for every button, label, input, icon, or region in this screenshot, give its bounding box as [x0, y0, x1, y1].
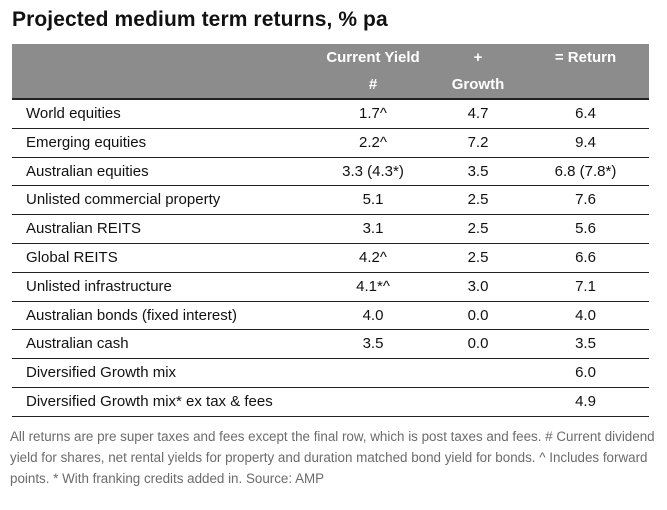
row-growth: 3.5	[467, 162, 489, 180]
table-header: Current Yield # + Growth = Return	[12, 44, 649, 100]
table-row: Australian REITS 3.1 2.5 5.6	[12, 215, 649, 244]
header-yield-line1: Current Yield	[326, 49, 420, 66]
row-growth: 2.5	[467, 248, 489, 266]
table-row: Unlisted infrastructure 4.1*^ 3.0 7.1	[12, 273, 649, 302]
footnote: All returns are pre super taxes and fees…	[10, 429, 655, 486]
table-row: Diversified Growth mix 6.0	[12, 359, 649, 388]
row-growth: 0.0	[467, 335, 489, 353]
row-return: 9.4	[575, 133, 596, 151]
header-growth-line2: Growth	[451, 76, 505, 93]
table-row: Diversified Growth mix* ex tax & fees 4.9	[12, 388, 649, 417]
row-yield: 4.1*^	[356, 277, 390, 295]
row-return: 5.6	[575, 220, 596, 238]
row-yield: 4.2^	[359, 248, 387, 266]
row-return: 3.5	[575, 335, 596, 353]
row-label: Australian cash	[26, 335, 129, 353]
row-return: 7.6	[575, 191, 596, 209]
row-yield: 3.3 (4.3*)	[342, 162, 404, 180]
row-label: Australian equities	[26, 162, 149, 180]
header-growth-line1: +	[473, 49, 483, 66]
row-yield: 3.5	[362, 335, 384, 353]
row-growth: 4.7	[467, 105, 489, 122]
table-row: Australian bonds (fixed interest) 4.0 0.0 4…	[12, 302, 649, 331]
table-body: World equities 1.7^ 4.7 6.4 Emerging equitie…	[12, 100, 649, 417]
header-return: = Return	[554, 49, 617, 66]
row-return: 6.8 (7.8*)	[554, 162, 617, 180]
row-return: 4.0	[575, 306, 596, 324]
row-return: 6.4	[575, 105, 596, 122]
row-label: Diversified Growth mix* ex tax & fees	[26, 392, 273, 410]
header-yield-line2: #	[368, 76, 378, 93]
row-yield: 4.0	[362, 306, 384, 324]
row-label: Emerging equities	[26, 133, 147, 151]
row-growth: 2.5	[467, 220, 489, 238]
row-label: Unlisted infrastructure	[26, 277, 172, 295]
row-return: 6.0	[575, 364, 596, 382]
table-row: World equities 1.7^ 4.7 6.4	[12, 100, 649, 129]
row-label: Unlisted commercial property	[26, 191, 221, 209]
table-row: Emerging equities 2.2^ 7.2 9.4	[12, 129, 649, 158]
row-label: Australian bonds (fixed interest)	[26, 306, 237, 324]
row-return: 7.1	[575, 277, 596, 295]
row-growth: 2.5	[467, 191, 489, 209]
table-row: Australian cash 3.5 0.0 3.5	[12, 330, 649, 360]
table-row: Global REITS 4.2^ 2.5 6.6	[12, 244, 649, 273]
row-label: Global REITS	[26, 248, 118, 266]
row-label: Diversified Growth mix	[26, 364, 177, 382]
table-row: Unlisted commercial property 5.1 2.5 7.6	[12, 186, 649, 216]
row-return: 4.9	[575, 392, 596, 410]
page-title: Projected medium term returns, % pa	[12, 8, 388, 31]
row-growth: 7.2	[467, 133, 489, 151]
table-row: Australian equities 3.3 (4.3*) 3.5 6.8 (7.8…	[12, 158, 649, 187]
row-label: Australian REITS	[26, 220, 142, 238]
row-yield: 5.1	[362, 191, 384, 209]
row-label: World equities	[26, 105, 121, 122]
returns-table: Current Yield # + Growth = Return World …	[12, 44, 649, 417]
row-yield: 2.2^	[359, 133, 387, 151]
row-yield: 3.1	[362, 220, 384, 238]
row-yield: 1.7^	[359, 105, 387, 122]
row-growth: 3.0	[467, 277, 489, 295]
row-return: 6.6	[575, 248, 596, 266]
row-growth: 0.0	[467, 306, 489, 324]
